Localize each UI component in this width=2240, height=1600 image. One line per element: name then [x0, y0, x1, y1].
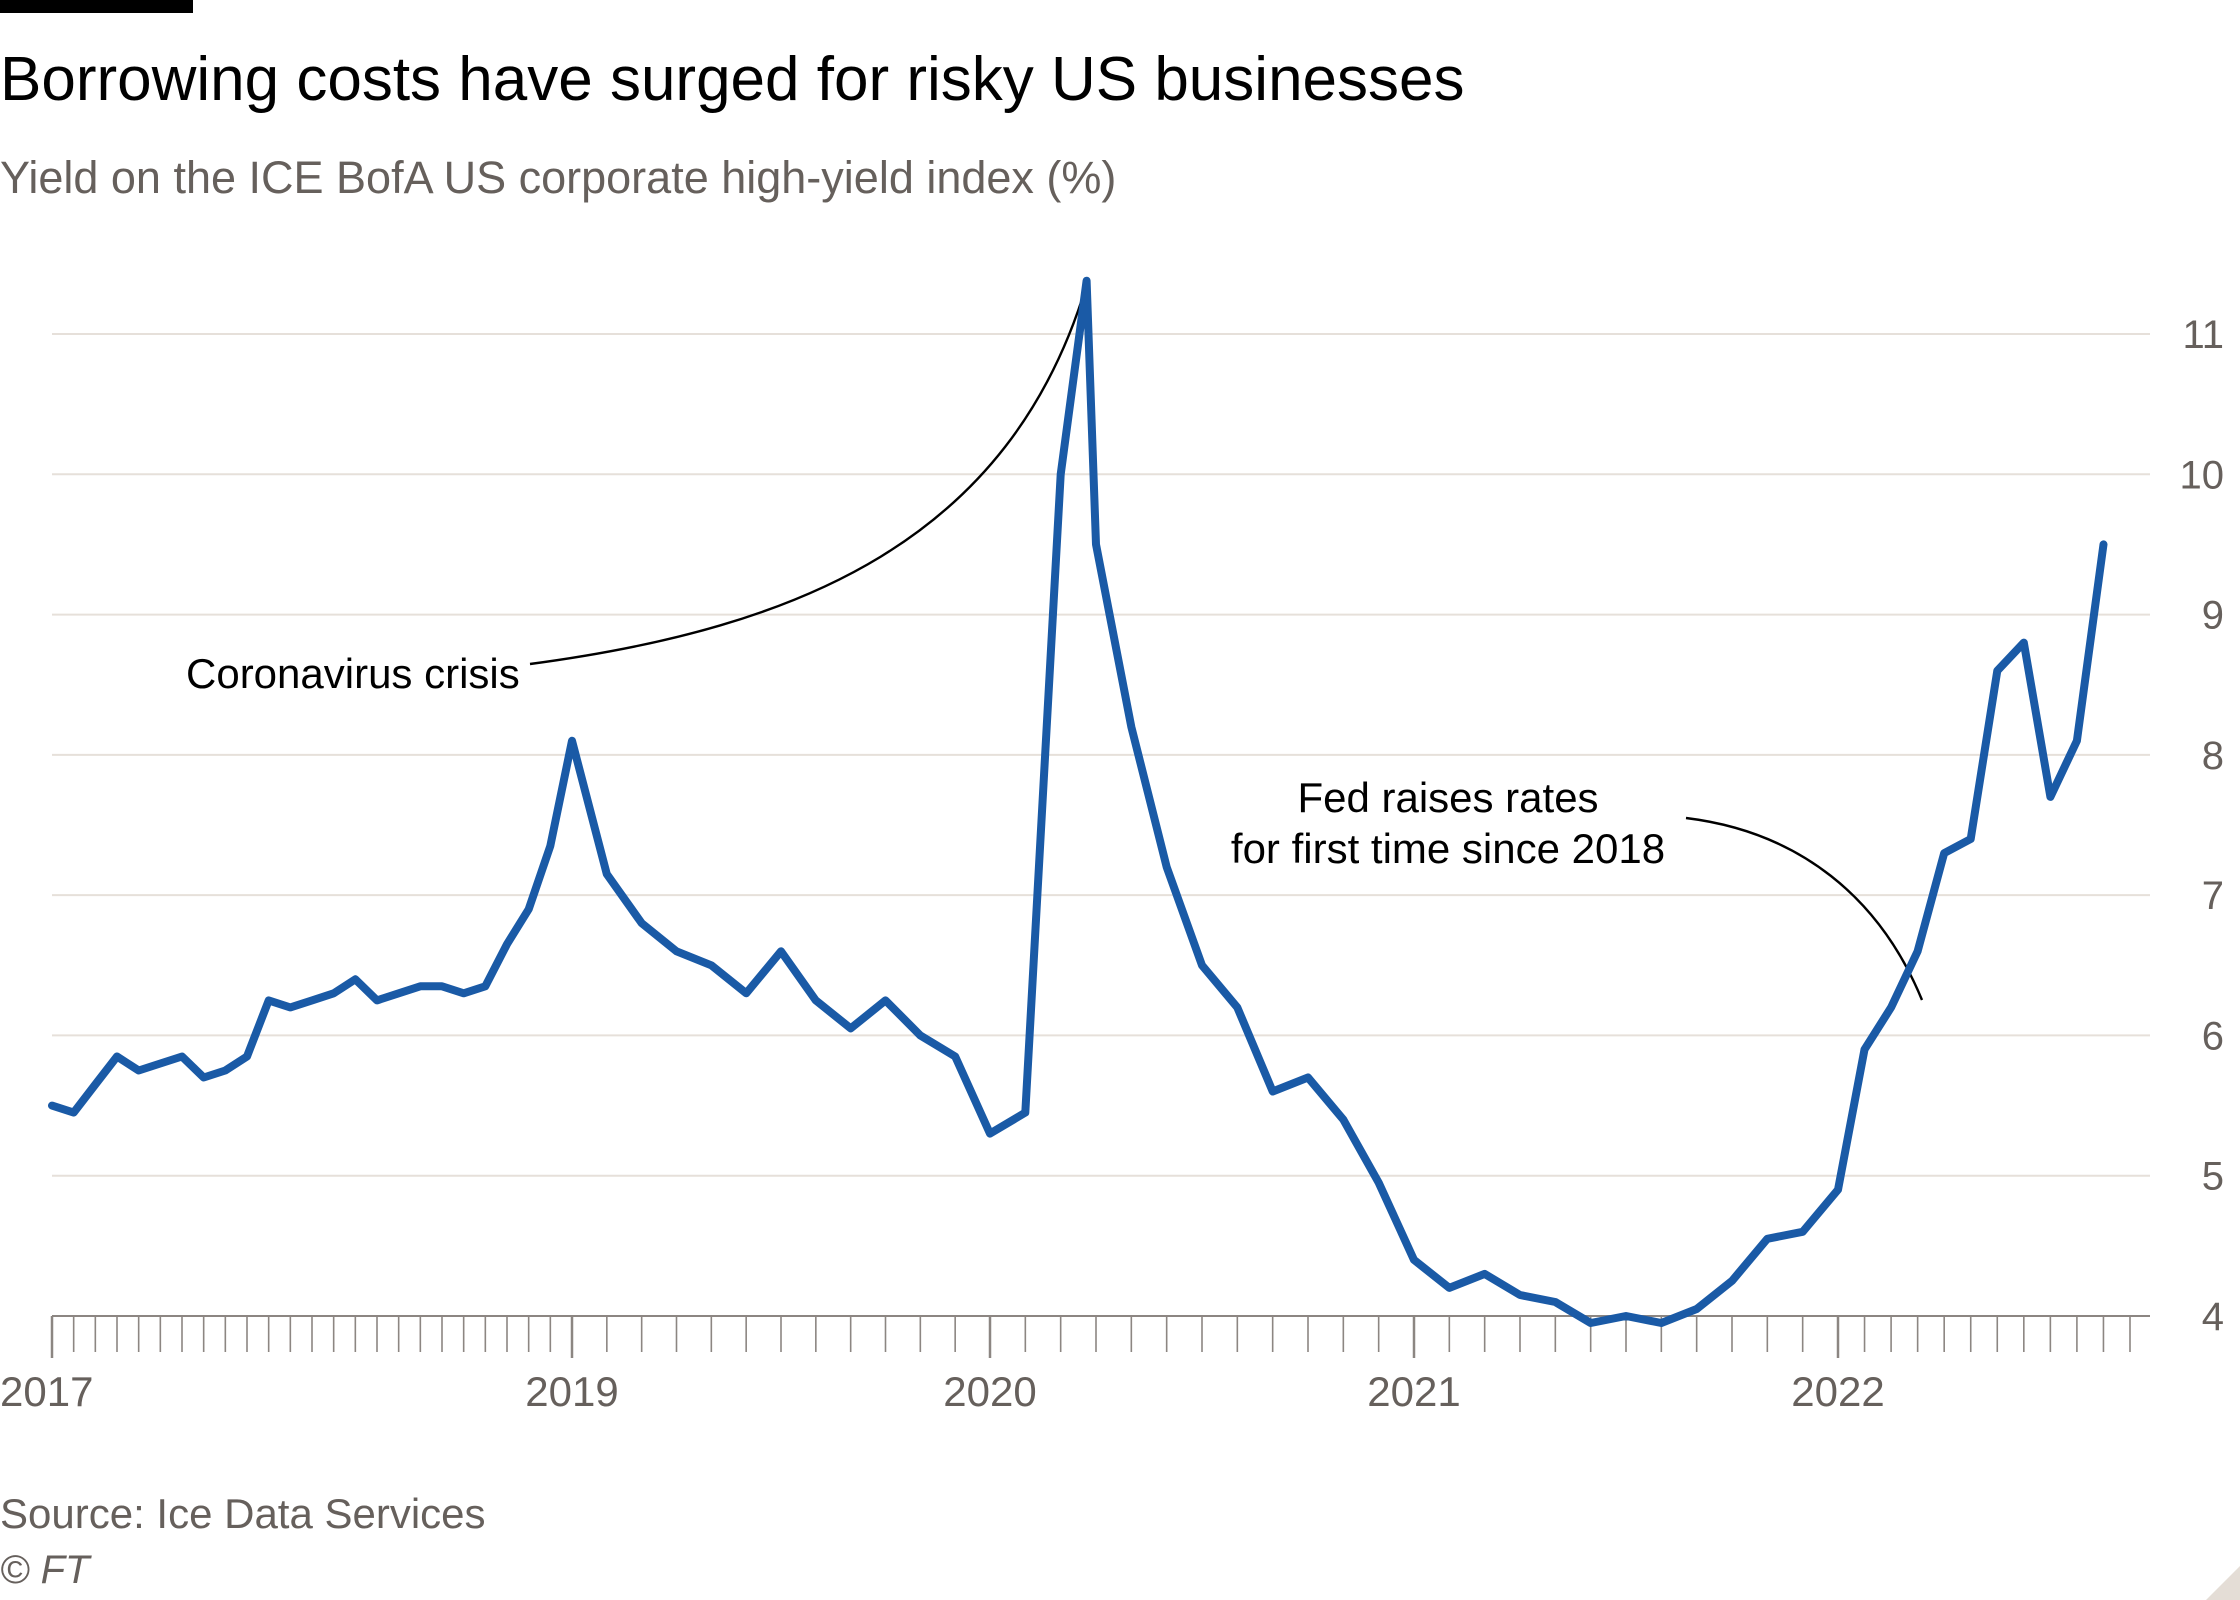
y-tick-label: 4 — [2202, 1295, 2224, 1339]
series-line — [48, 276, 2108, 1327]
chart-subtitle: Yield on the ICE BofA US corporate high-… — [0, 152, 1117, 203]
y-tick-label: 9 — [2202, 594, 2224, 638]
x-tick-label: 2019 — [525, 1368, 618, 1415]
brand-bar — [0, 0, 193, 13]
series-layer — [48, 276, 2108, 1327]
y-tick-label: 5 — [2202, 1155, 2224, 1199]
y-tick-label: 6 — [2202, 1014, 2224, 1058]
annotation-coronavirus-label: Coronavirus crisis — [186, 650, 520, 697]
resize-corner — [2206, 1566, 2240, 1600]
x-tick-label: 2020 — [943, 1368, 1036, 1415]
annotation-fed-leader — [1685, 816, 1924, 1001]
annotation-fed-label: for first time since 2018 — [1231, 825, 1665, 872]
chart-title: Borrowing costs have surged for risky US… — [0, 45, 1465, 114]
y-tick-label: 11 — [2182, 313, 2224, 357]
x-tick-label: 2022 — [1791, 1368, 1884, 1415]
source-note: Source: Ice Data Services — [0, 1490, 486, 1537]
x-tick-label: 2021 — [1367, 1368, 1460, 1415]
y-tick-label: 7 — [2202, 874, 2224, 918]
y-axis-labels: 4 5 6 7 8 9 10 11 — [2180, 313, 2225, 1339]
copyright: © FT — [0, 1548, 90, 1592]
annotation-coronavirus-leader — [529, 284, 1088, 666]
annotation-fed-label: Fed raises rates — [1297, 774, 1598, 821]
y-tick-label: 8 — [2202, 734, 2224, 778]
x-tick-label: 2017 — [0, 1368, 93, 1415]
x-axis-labels: 2017 2019 2020 2021 2022 — [0, 1368, 1885, 1415]
y-tick-label: 10 — [2180, 453, 2225, 497]
x-axis-ticks — [50, 1316, 2131, 1358]
gridlines — [52, 333, 2150, 1317]
